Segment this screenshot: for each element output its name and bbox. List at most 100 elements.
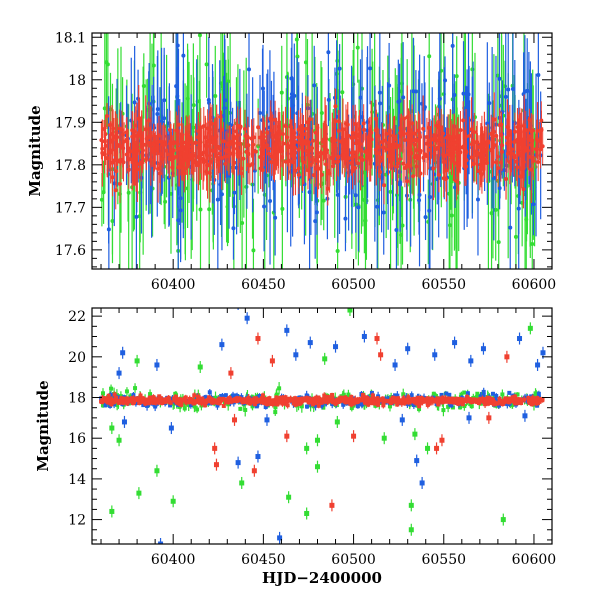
data-point <box>401 95 406 100</box>
data-point <box>330 392 335 397</box>
data-point <box>481 389 486 394</box>
data-point <box>456 134 461 139</box>
data-point <box>458 397 463 402</box>
data-point <box>530 155 535 160</box>
data-point <box>203 400 208 405</box>
data-point <box>497 403 502 408</box>
data-point <box>353 193 358 198</box>
data-point <box>241 397 246 402</box>
data-point <box>340 153 345 158</box>
data-point <box>198 207 203 212</box>
data-point <box>405 131 410 136</box>
data-point <box>163 199 168 204</box>
y-tick-label: 17.8 <box>55 158 86 174</box>
data-point <box>274 134 279 139</box>
data-point <box>273 215 278 220</box>
data-point <box>310 146 315 151</box>
data-point <box>418 171 423 176</box>
data-point <box>454 74 459 79</box>
data-point <box>384 398 389 403</box>
data-point <box>275 401 280 406</box>
data-point <box>461 118 466 123</box>
data-point <box>376 398 381 403</box>
data-point <box>305 396 310 401</box>
data-point <box>417 407 422 412</box>
data-point <box>181 53 186 58</box>
data-point <box>250 399 255 404</box>
data-point <box>197 160 202 165</box>
data-point <box>198 125 203 130</box>
data-point <box>120 400 125 405</box>
data-point <box>148 157 153 162</box>
data-point <box>102 152 107 157</box>
data-point <box>447 392 452 397</box>
data-point <box>106 393 111 398</box>
data-point <box>258 110 263 115</box>
data-point <box>354 141 359 146</box>
data-point <box>274 395 279 400</box>
data-point <box>377 90 382 95</box>
data-point <box>278 395 283 400</box>
data-point <box>427 208 432 213</box>
data-point <box>498 169 503 174</box>
data-point <box>126 146 131 151</box>
data-point <box>99 138 104 143</box>
data-point <box>236 154 241 159</box>
data-point <box>334 159 339 164</box>
data-point <box>256 125 261 130</box>
top-panel-data <box>99 33 545 269</box>
data-point <box>471 161 476 166</box>
data-point <box>265 130 270 135</box>
data-point <box>446 148 451 153</box>
data-point <box>475 150 480 155</box>
x-tick-label: 60500 <box>331 277 376 293</box>
data-point <box>393 393 398 398</box>
data-point <box>174 84 179 89</box>
data-point <box>478 152 483 157</box>
data-point <box>480 143 485 148</box>
data-point <box>454 179 459 184</box>
data-point <box>333 119 338 124</box>
data-point <box>412 402 417 407</box>
data-point <box>246 143 251 148</box>
data-point <box>499 149 504 154</box>
data-point <box>201 160 206 165</box>
data-point <box>373 147 378 152</box>
data-point <box>491 129 496 134</box>
data-point <box>243 407 248 412</box>
data-point <box>536 72 541 77</box>
data-point <box>167 156 172 161</box>
data-point <box>168 403 173 408</box>
data-point <box>485 121 490 126</box>
data-point <box>130 128 135 133</box>
data-point <box>496 240 501 245</box>
data-point <box>497 76 502 81</box>
data-point <box>102 106 107 111</box>
data-point <box>288 124 293 129</box>
data-point <box>269 154 274 159</box>
data-point <box>214 153 219 158</box>
data-point <box>232 190 237 195</box>
data-point <box>203 403 208 408</box>
data-point <box>240 400 245 405</box>
data-point <box>394 227 399 232</box>
data-point <box>266 151 271 156</box>
data-point <box>458 405 463 410</box>
data-point <box>395 161 400 166</box>
data-point <box>326 50 331 55</box>
data-point <box>467 133 472 138</box>
data-point <box>312 83 317 88</box>
data-point <box>192 404 197 409</box>
data-point <box>474 395 479 400</box>
data-point <box>533 147 538 152</box>
data-point <box>250 161 255 166</box>
data-point <box>124 389 129 394</box>
data-point <box>391 398 396 403</box>
data-point <box>515 392 520 397</box>
data-point <box>537 138 542 143</box>
data-point <box>489 400 494 405</box>
data-point <box>182 166 187 171</box>
data-point <box>384 147 389 152</box>
data-point <box>244 149 249 154</box>
data-point <box>406 395 411 400</box>
